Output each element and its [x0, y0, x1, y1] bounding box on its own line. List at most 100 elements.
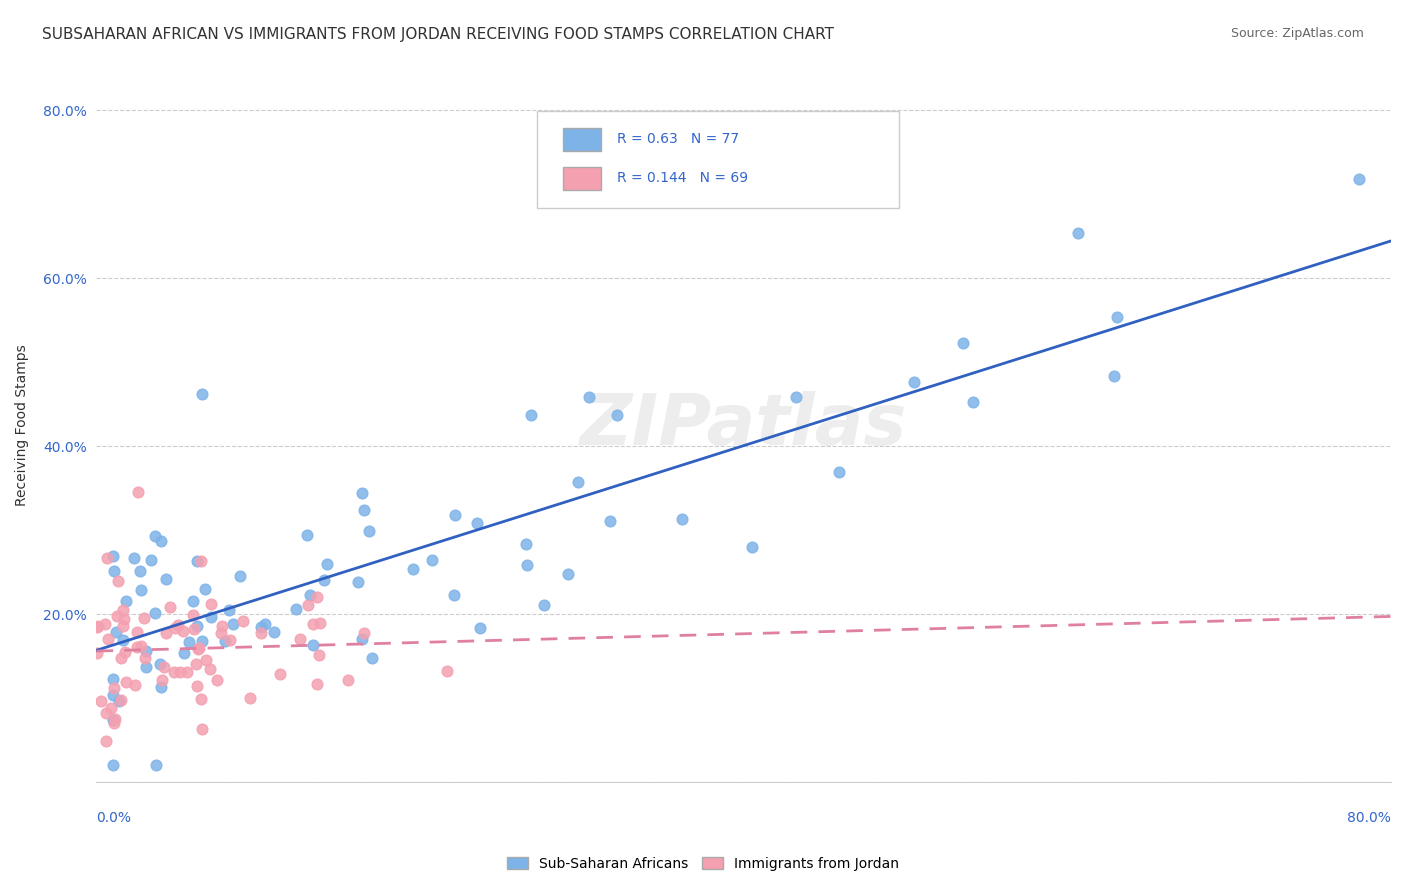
Point — [1347, 171, 1369, 186]
Point — [211, 618, 233, 632]
Point — [163, 665, 186, 679]
Point — [402, 562, 425, 576]
Point — [159, 599, 181, 614]
Point — [299, 588, 322, 602]
Point — [112, 603, 135, 617]
Point — [145, 607, 167, 621]
Point — [209, 625, 232, 640]
FancyBboxPatch shape — [537, 112, 898, 208]
Point — [177, 635, 200, 649]
Point — [599, 515, 621, 529]
Point — [309, 615, 332, 630]
Point — [190, 691, 212, 706]
Point — [952, 335, 974, 350]
Text: 80.0%: 80.0% — [1347, 811, 1391, 824]
Point — [101, 673, 124, 687]
Point — [101, 758, 124, 772]
Point — [89, 694, 111, 708]
Point — [94, 733, 117, 747]
Point — [218, 603, 240, 617]
Point — [188, 641, 211, 656]
Point — [149, 657, 172, 671]
Legend: Sub-Saharan Africans, Immigrants from Jordan: Sub-Saharan Africans, Immigrants from Jo… — [502, 851, 904, 876]
Point — [443, 588, 465, 602]
Point — [115, 594, 138, 608]
Point — [145, 758, 167, 772]
Point — [155, 572, 177, 586]
Point — [465, 516, 488, 530]
Point — [222, 616, 245, 631]
Point — [671, 512, 693, 526]
Point — [190, 554, 212, 568]
Point — [139, 553, 162, 567]
Point — [232, 614, 254, 628]
Point — [101, 688, 124, 702]
Point — [533, 599, 555, 613]
Point — [172, 624, 194, 639]
Point — [134, 651, 156, 665]
Point — [191, 387, 214, 401]
Point — [357, 524, 380, 538]
Point — [100, 700, 122, 714]
Point — [103, 564, 125, 578]
Point — [186, 657, 208, 672]
Point — [347, 575, 370, 590]
Point — [828, 466, 851, 480]
Point — [191, 722, 214, 736]
Point — [181, 607, 204, 622]
Text: ZIPatlas: ZIPatlas — [581, 391, 907, 459]
Point — [124, 678, 146, 692]
Point — [250, 625, 273, 640]
Point — [353, 502, 375, 516]
Point — [183, 623, 205, 637]
Point — [606, 409, 628, 423]
Point — [200, 598, 222, 612]
Point — [150, 673, 173, 687]
Point — [741, 541, 763, 555]
Point — [420, 553, 443, 567]
Point — [176, 665, 198, 679]
Point — [194, 582, 217, 596]
Point — [129, 639, 152, 653]
Point — [284, 601, 307, 615]
Point — [105, 625, 128, 640]
Point — [105, 609, 128, 624]
Point — [104, 712, 127, 726]
Point — [302, 638, 325, 652]
FancyBboxPatch shape — [562, 128, 602, 151]
Point — [229, 568, 252, 582]
Point — [150, 534, 173, 549]
Point — [297, 598, 319, 612]
Point — [129, 582, 152, 597]
Point — [103, 715, 125, 730]
Point — [1102, 369, 1125, 384]
Point — [444, 508, 467, 523]
Point — [578, 390, 600, 404]
Point — [153, 659, 176, 673]
Y-axis label: Receiving Food Stamps: Receiving Food Stamps — [15, 344, 30, 506]
Point — [295, 528, 318, 542]
Point — [101, 714, 124, 728]
Point — [135, 644, 157, 658]
Text: R = 0.63   N = 77: R = 0.63 N = 77 — [617, 132, 740, 146]
Point — [314, 573, 336, 587]
Point — [94, 706, 117, 721]
Point — [350, 632, 373, 646]
Point — [125, 640, 148, 654]
Point — [135, 660, 157, 674]
Point — [207, 673, 229, 687]
Point — [263, 625, 285, 640]
Point — [308, 648, 330, 662]
Point — [307, 590, 329, 604]
Point — [110, 693, 132, 707]
Point — [111, 619, 134, 633]
Point — [103, 681, 125, 695]
Point — [290, 632, 312, 646]
Point — [336, 673, 359, 688]
Point — [1067, 226, 1090, 240]
Point — [143, 529, 166, 543]
Point — [301, 616, 323, 631]
Point — [218, 633, 240, 648]
Point — [112, 612, 135, 626]
Point — [125, 625, 148, 640]
